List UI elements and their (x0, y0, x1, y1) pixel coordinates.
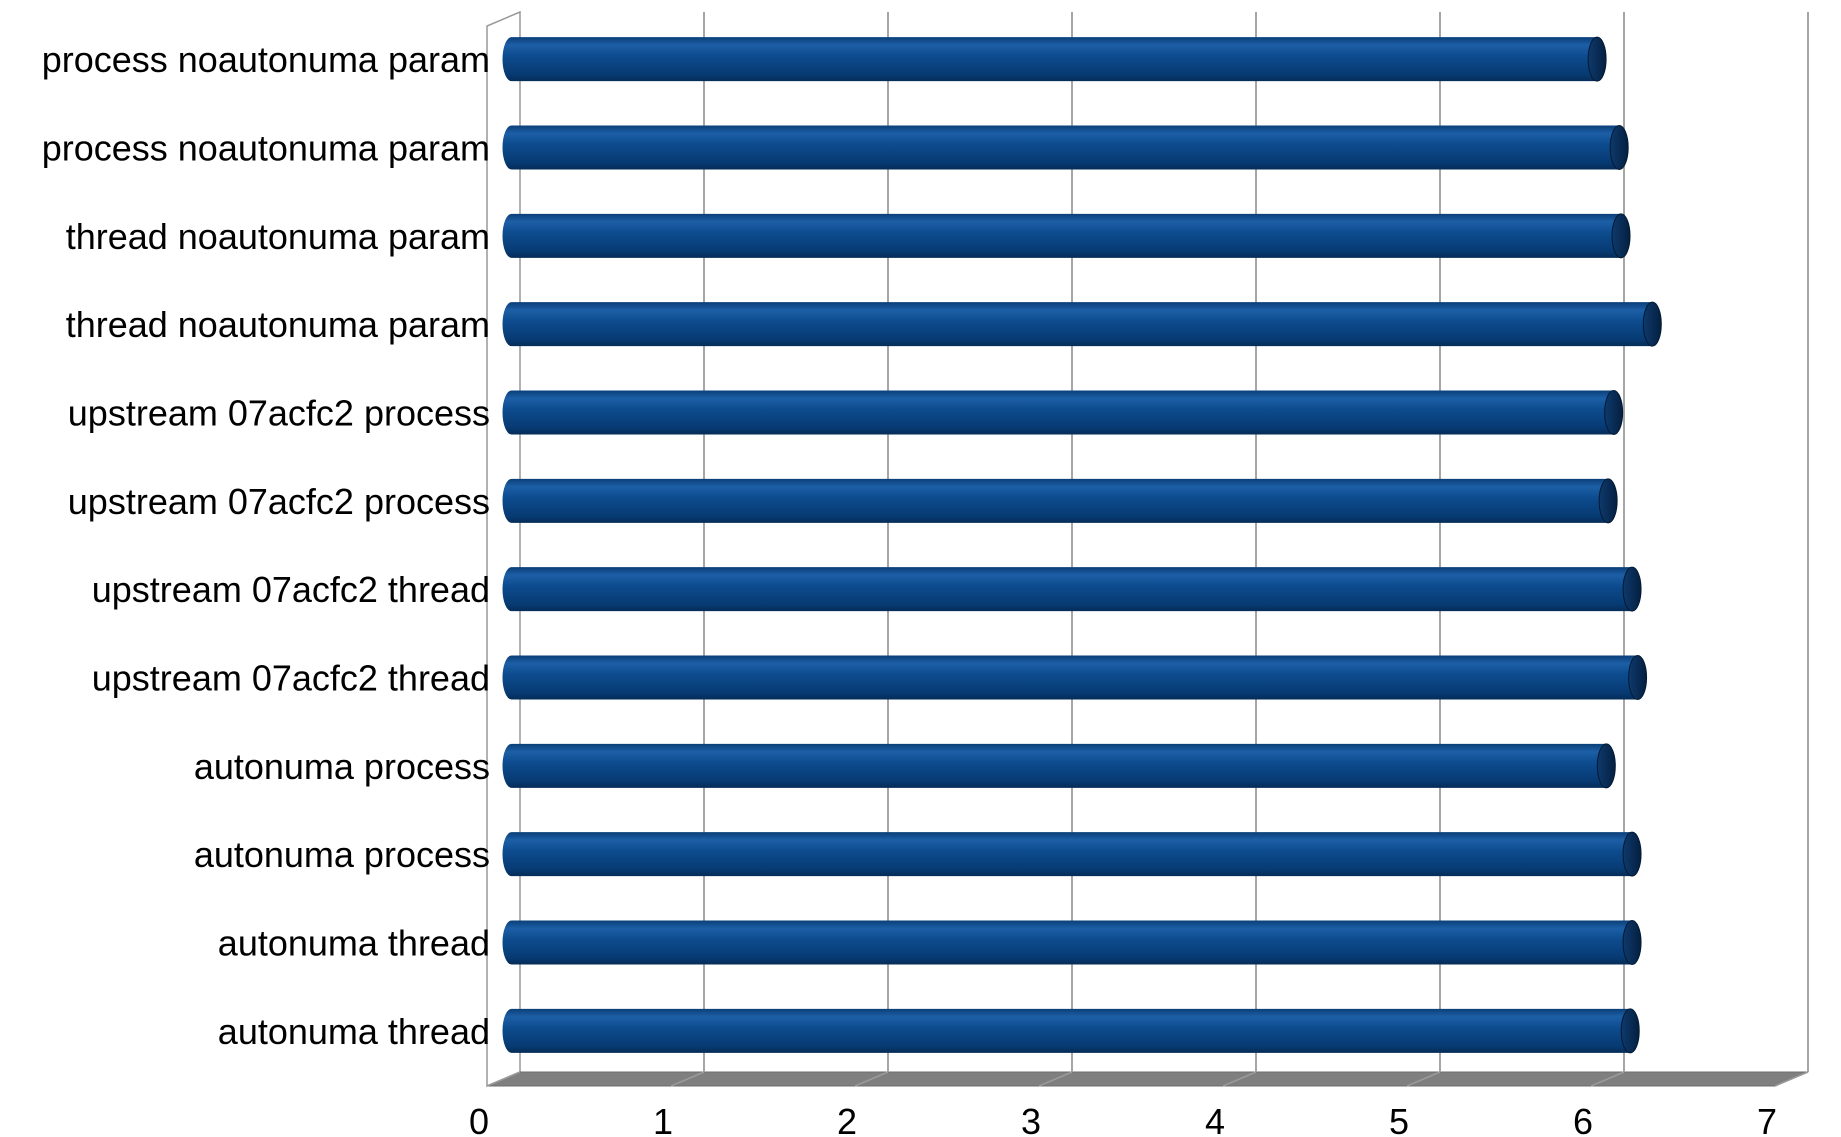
bar (502, 743, 1616, 789)
bar (502, 1008, 1640, 1054)
bar (502, 36, 1607, 82)
category-label: upstream 07acfc2 thread (92, 569, 490, 610)
category-label: process noautonuma param (42, 39, 490, 80)
bar-cap (1622, 920, 1642, 965)
category-label: upstream 07acfc2 process (68, 393, 490, 434)
category-label: thread noautonuma param (66, 304, 490, 345)
x-tick-label: 2 (837, 1101, 857, 1137)
grid-lines (486, 12, 1809, 1087)
bar-body (502, 37, 1598, 82)
category-label: autonuma thread (218, 923, 490, 964)
bar (502, 125, 1629, 170)
x-tick-labels: 0 1 2 3 4 5 6 7 (469, 1101, 1777, 1137)
category-label: process noautonuma param (42, 128, 490, 169)
x-tick-label: 3 (1021, 1101, 1041, 1137)
floor-grid-line (1774, 1071, 1809, 1087)
bar-cap (1587, 36, 1607, 82)
bar-cap (1598, 478, 1618, 524)
bar-body (502, 655, 1638, 700)
bar (502, 655, 1648, 700)
bar-cap (1622, 566, 1642, 612)
category-labels: process noautonuma param process noautonu… (42, 39, 490, 1052)
x-tick-label: 1 (653, 1101, 673, 1137)
bar-body (502, 302, 1653, 347)
x-tick-label: 5 (1389, 1101, 1409, 1137)
category-label: thread noautonuma param (66, 216, 490, 257)
bar (502, 213, 1631, 259)
x-tick-label: 4 (1205, 1101, 1225, 1137)
floor (486, 1071, 1809, 1087)
bar-body (502, 213, 1622, 258)
floor-grid-line (854, 1071, 889, 1087)
floor-grid-line (1038, 1071, 1073, 1087)
bar-cap (1628, 655, 1648, 700)
bar-body (502, 743, 1607, 788)
bar-cap (1609, 125, 1629, 170)
bar-body (502, 125, 1620, 170)
bar-body (502, 478, 1609, 523)
bar (502, 831, 1642, 877)
bar-body (502, 390, 1614, 435)
bar (502, 390, 1624, 435)
floor-grid-line (1222, 1071, 1257, 1087)
bars (502, 36, 1662, 1054)
category-label: upstream 07acfc2 thread (92, 658, 490, 699)
category-label: autonuma thread (218, 1011, 490, 1052)
floor-grid-line (1590, 1071, 1625, 1087)
bar-cap (1622, 831, 1642, 877)
category-label: upstream 07acfc2 process (68, 481, 490, 522)
bar (502, 478, 1618, 524)
bar (502, 920, 1642, 965)
x-tick-label: 6 (1573, 1101, 1593, 1137)
bar-cap (1611, 213, 1631, 259)
floor-grid-line (1406, 1071, 1441, 1087)
floor-grid-line (670, 1071, 705, 1087)
category-label: autonuma process (194, 746, 490, 787)
bar-cap (1620, 1008, 1640, 1054)
bar-body (502, 1008, 1631, 1053)
bar-cap (1604, 390, 1624, 435)
bar-cap (1642, 301, 1662, 347)
bar-cap (1596, 743, 1616, 789)
bar (502, 566, 1642, 612)
bar-body (502, 920, 1633, 965)
floor-grid-line (486, 1071, 521, 1087)
bar-body (502, 567, 1633, 612)
x-tick-label: 7 (1757, 1101, 1777, 1137)
category-label: autonuma process (194, 834, 490, 875)
bar-body (502, 832, 1633, 877)
x-tick-label: 0 (469, 1101, 489, 1137)
bar (502, 301, 1662, 347)
